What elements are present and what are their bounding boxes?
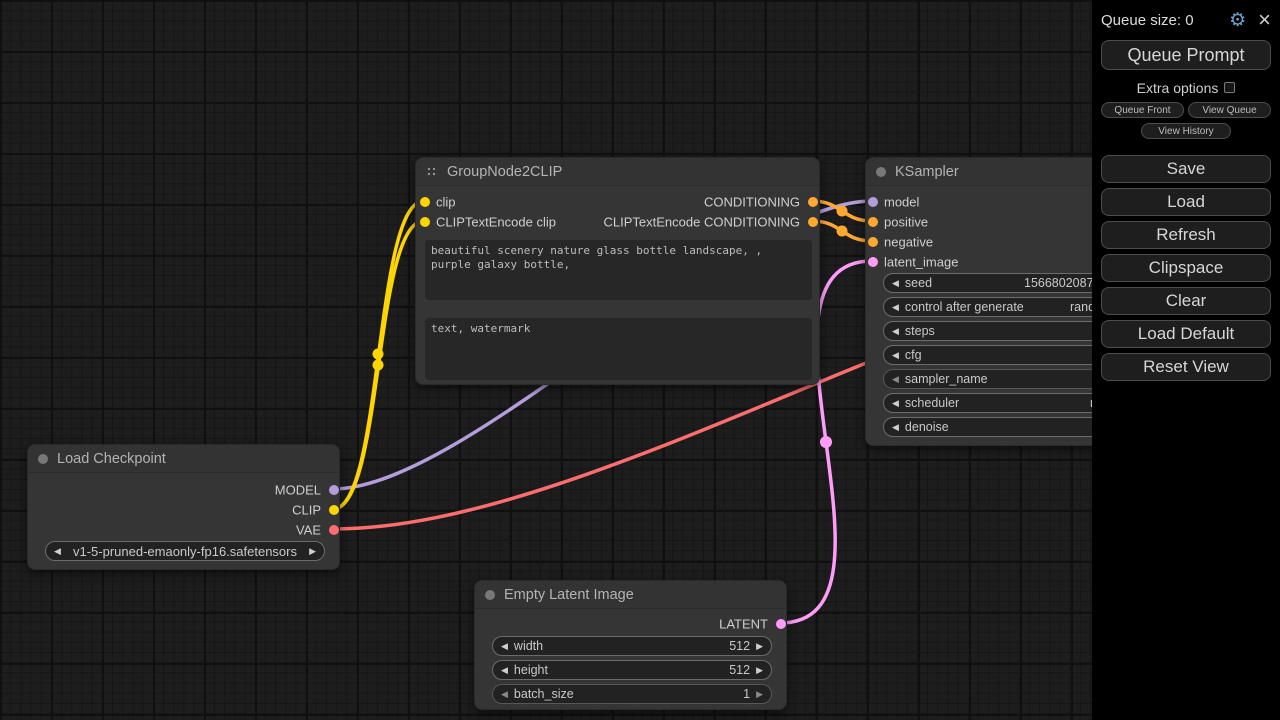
positive-prompt-textarea[interactable]: beautiful scenery nature glass bottle la… — [425, 240, 812, 300]
output-dot-cliptextencode-conditioning[interactable] — [808, 217, 818, 227]
input-dot-negative[interactable] — [868, 237, 878, 247]
widget-height[interactable]: ◀ height 512 ▶ — [492, 660, 772, 680]
input-dot-model[interactable] — [868, 197, 878, 207]
arrow-right-icon[interactable]: ▶ — [309, 545, 316, 556]
input-label-model: model — [884, 194, 920, 210]
output-label-clip: CLIP — [292, 502, 321, 518]
comfy-menu-panel: Queue size: 0 ⚙ × Queue Prompt Extra opt… — [1092, 0, 1280, 720]
output-label-cliptextencode-conditioning: CLIPTextEncode CONDITIONING — [603, 214, 801, 230]
settings-gear-icon[interactable]: ⚙ — [1229, 9, 1247, 31]
arrow-left-icon[interactable]: ◀ — [892, 397, 899, 408]
load-default-button[interactable]: Load Default — [1101, 320, 1271, 348]
output-label-model: MODEL — [274, 482, 321, 498]
collapse-dot-icon[interactable] — [38, 453, 48, 464]
view-history-button[interactable]: View History — [1141, 123, 1231, 139]
arrow-left-icon[interactable]: ◀ — [501, 664, 508, 675]
queue-front-button[interactable]: Queue Front — [1101, 102, 1184, 118]
widget-height-value: 512 — [729, 663, 751, 677]
input-dot-clip[interactable] — [420, 197, 430, 207]
output-label-vae: VAE — [295, 522, 321, 538]
node-header[interactable]: GroupNode2CLIP — [416, 158, 819, 186]
node-empty-latent-image[interactable]: Empty Latent Image LATENT ◀ width 512 ▶ … — [474, 580, 787, 710]
arrow-left-icon[interactable]: ◀ — [892, 325, 899, 336]
refresh-button[interactable]: Refresh — [1101, 221, 1271, 249]
node-load-checkpoint[interactable]: Load Checkpoint MODEL CLIP VAE ◀ v1-5-pr… — [27, 444, 340, 570]
output-label-latent: LATENT — [719, 616, 768, 632]
ckpt-name-value: v1-5-pruned-emaonly-fp16.safetensors — [72, 543, 297, 559]
collapse-dot-icon[interactable] — [876, 166, 886, 177]
widget-control-value: rand — [1070, 300, 1096, 314]
extra-options-label: Extra options — [1136, 79, 1219, 96]
save-button[interactable]: Save — [1101, 155, 1271, 183]
input-label-positive: positive — [884, 214, 929, 230]
arrow-left-icon[interactable]: ◀ — [892, 421, 899, 432]
widget-width-value: 512 — [729, 639, 751, 653]
collapse-dot-icon[interactable] — [485, 589, 495, 600]
arrow-left-icon[interactable]: ◀ — [892, 349, 899, 360]
node-header[interactable]: Load Checkpoint — [28, 445, 339, 473]
arrow-right-icon[interactable]: ▶ — [756, 640, 763, 651]
link-dot-positive[interactable] — [836, 205, 848, 217]
link-dot-clip-2[interactable] — [372, 359, 384, 371]
input-dot-latent-image[interactable] — [868, 257, 878, 267]
link-dot-latent[interactable] — [820, 436, 832, 448]
output-dot-model[interactable] — [329, 485, 339, 495]
reset-view-button[interactable]: Reset View — [1101, 353, 1271, 381]
node-title: KSampler — [895, 163, 959, 180]
arrow-left-icon[interactable]: ◀ — [54, 545, 61, 556]
output-dot-vae[interactable] — [329, 525, 339, 535]
output-dot-clip[interactable] — [329, 505, 339, 515]
negative-prompt-textarea[interactable]: text, watermark — [425, 318, 812, 380]
output-dot-conditioning[interactable] — [808, 197, 818, 207]
node-title: Load Checkpoint — [57, 450, 166, 467]
queue-prompt-button[interactable]: Queue Prompt — [1101, 40, 1271, 70]
input-dot-cliptextencode-clip[interactable] — [420, 217, 430, 227]
output-dot-latent[interactable] — [776, 619, 786, 629]
widget-ckpt-name[interactable]: ◀ v1-5-pruned-emaonly-fp16.safetensors ▶ — [45, 541, 325, 561]
arrow-left-icon[interactable]: ◀ — [501, 640, 508, 651]
link-dot-clip-1[interactable] — [372, 348, 384, 360]
arrow-right-icon[interactable]: ▶ — [756, 664, 763, 675]
node-header[interactable]: Empty Latent Image — [475, 581, 786, 609]
widget-seed-value: 1566802087 — [1024, 276, 1094, 290]
extra-options-checkbox[interactable] — [1224, 82, 1236, 93]
node-title: Empty Latent Image — [504, 586, 634, 603]
input-label-latent-image: latent_image — [884, 254, 959, 270]
arrow-left-icon[interactable]: ◀ — [892, 301, 899, 312]
arrow-left-icon[interactable]: ◀ — [892, 277, 899, 288]
input-label-negative: negative — [884, 234, 934, 250]
clear-button[interactable]: Clear — [1101, 287, 1271, 315]
output-label-conditioning: CONDITIONING — [703, 194, 800, 210]
widget-batch-size[interactable]: ◀ batch_size 1 ▶ — [492, 684, 772, 704]
node-groupnode2clip[interactable]: GroupNode2CLIP clip CLIPTextEncode clip … — [415, 157, 820, 385]
arrow-left-icon[interactable]: ◀ — [892, 373, 899, 384]
widget-batch-size-value: 1 — [743, 687, 751, 701]
load-button[interactable]: Load — [1101, 188, 1271, 216]
input-dot-positive[interactable] — [868, 217, 878, 227]
link-dot-negative[interactable] — [836, 225, 848, 237]
widget-width[interactable]: ◀ width 512 ▶ — [492, 636, 772, 656]
group-node-grid-icon — [426, 165, 438, 178]
view-queue-button[interactable]: View Queue — [1188, 102, 1271, 118]
queue-size-label: Queue size: 0 — [1101, 11, 1194, 29]
clipspace-button[interactable]: Clipspace — [1101, 254, 1271, 282]
node-title: GroupNode2CLIP — [447, 163, 563, 180]
arrow-left-icon[interactable]: ◀ — [501, 688, 508, 699]
input-label-clip: clip — [436, 194, 456, 210]
input-label-cliptextencode-clip: CLIPTextEncode clip — [436, 214, 556, 230]
arrow-right-icon[interactable]: ▶ — [756, 688, 763, 699]
close-icon[interactable]: × — [1258, 7, 1271, 33]
